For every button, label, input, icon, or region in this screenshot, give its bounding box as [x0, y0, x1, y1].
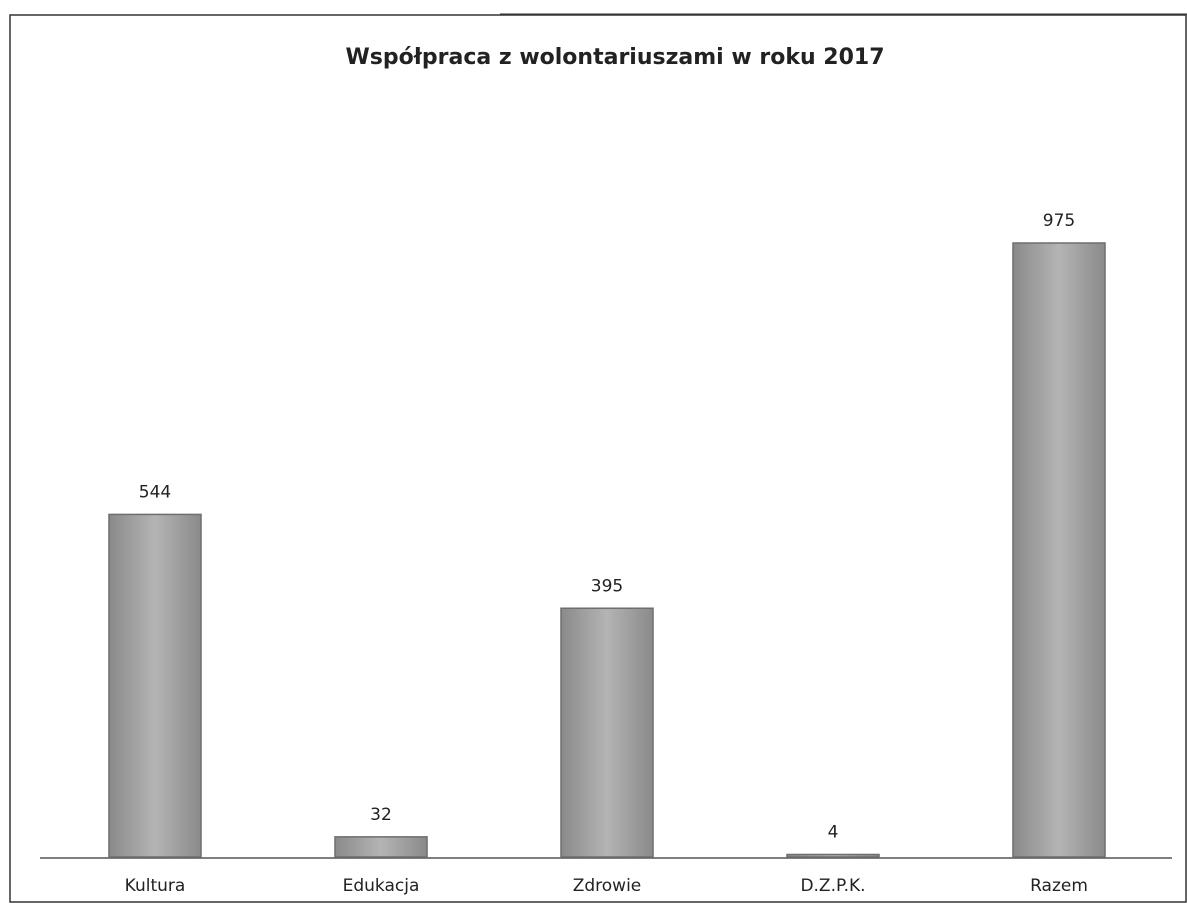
- x-tick-label: Zdrowie: [573, 876, 642, 896]
- chart-frame: [9, 14, 1187, 903]
- value-label: 975: [1043, 211, 1075, 231]
- bar: [108, 513, 202, 858]
- bar: [1012, 242, 1106, 858]
- bar: [334, 836, 428, 858]
- value-label: 544: [139, 482, 171, 502]
- bar: [560, 607, 654, 858]
- value-label: 32: [370, 805, 392, 825]
- x-tick-label: Edukacja: [343, 876, 420, 896]
- chart-title: Współpraca z wolontariuszami w roku 2017: [345, 45, 884, 70]
- value-label: 4: [828, 822, 839, 842]
- bar: [786, 853, 880, 858]
- x-tick-label: D.Z.P.K.: [800, 876, 865, 896]
- x-tick-label: Kultura: [125, 876, 186, 896]
- value-label: 395: [591, 576, 623, 596]
- x-tick-label: Razem: [1030, 876, 1088, 896]
